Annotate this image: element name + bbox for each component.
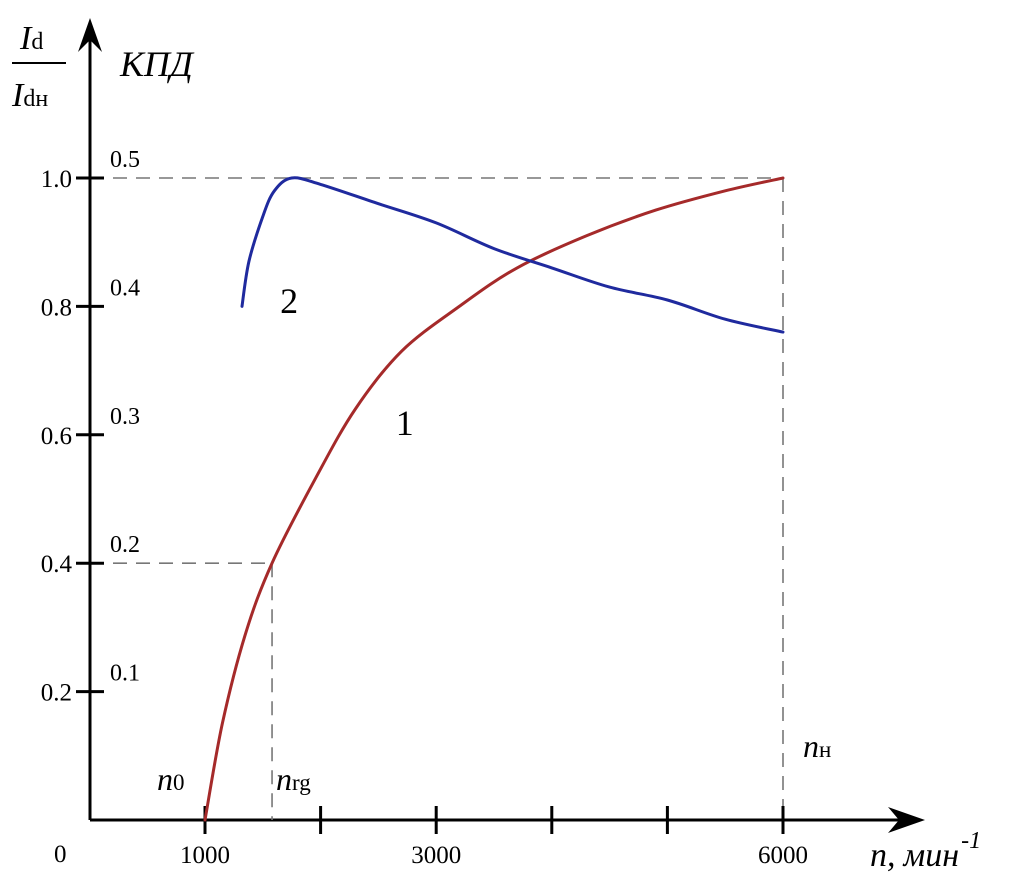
series-line-2 — [240, 176, 785, 334]
series-label-2: 2 — [280, 281, 298, 321]
y-left-tick-label: 0.4 — [41, 551, 73, 578]
reference-lines — [90, 177, 784, 820]
x-tick-label: 1000 — [180, 842, 230, 869]
y-left-label-denominator: Idн — [11, 77, 48, 114]
series-curves: 12 — [203, 176, 785, 822]
y-left-tick-label: 0.2 — [41, 680, 72, 707]
y-left-tick-label: 0.6 — [41, 423, 72, 450]
y-right-tick-label: 0.3 — [110, 404, 140, 430]
marker-n-н: nн — [803, 728, 831, 764]
y-right-tick-label: 0.2 — [110, 532, 140, 558]
origin-label: 0 — [54, 841, 67, 868]
x-tick-label: 6000 — [758, 842, 808, 869]
y-left-label-numerator: Id — [19, 20, 43, 57]
x-axis-label: n, мин-1 — [870, 828, 981, 874]
x-tick-label: 3000 — [411, 842, 461, 869]
x-ticks: 1000 3000 6000 — [180, 806, 808, 869]
y-right-tick-label: 0.4 — [110, 275, 140, 301]
series-line-1 — [203, 176, 785, 822]
x-axis-arrowhead — [888, 807, 925, 833]
y-right-label: КПД — [119, 44, 195, 84]
y-axis-arrowhead — [78, 18, 102, 52]
y-left-tick-label: 1.0 — [41, 166, 72, 193]
y-left-tick-label: 0.8 — [41, 294, 72, 321]
marker-n-rg: nrg — [276, 761, 311, 797]
marker-n-0: n0 — [157, 761, 185, 797]
x-markers: n0 nrg nн — [157, 728, 831, 797]
y-right-tick-label: 0.5 — [110, 147, 140, 173]
series-label-1: 1 — [396, 403, 414, 443]
y-right-tick-label: 0.1 — [110, 661, 140, 687]
y-ticks: 0.2 0.1 0.4 0.2 0.6 0.3 0.8 0.4 1.0 0.5 — [41, 147, 140, 707]
